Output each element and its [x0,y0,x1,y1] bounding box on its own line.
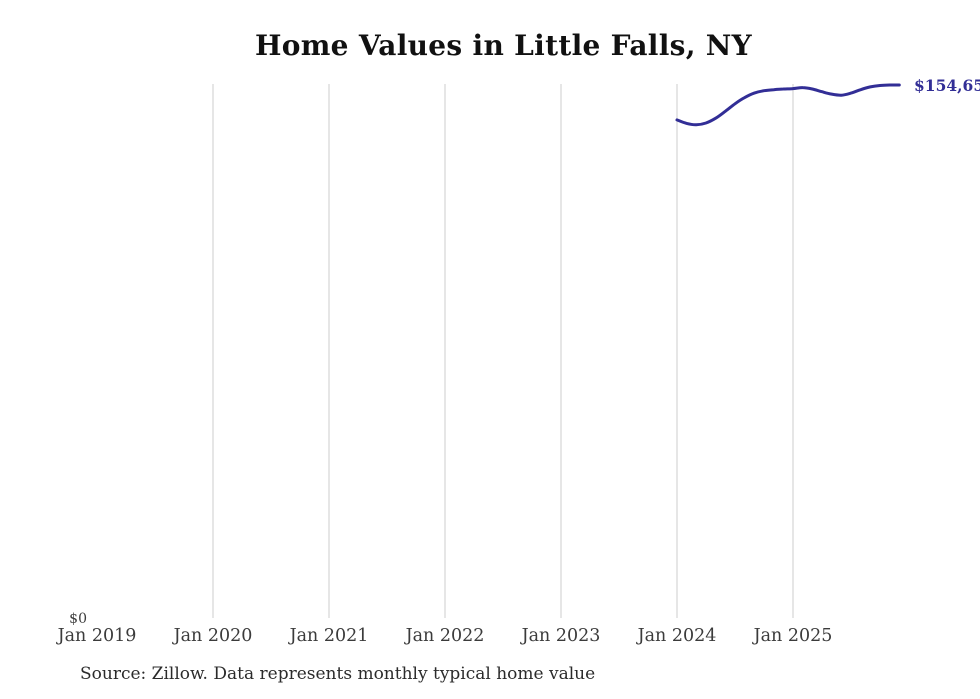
x-axis-tick-label: Jan 2023 [521,626,601,646]
home-value-line [675,83,901,127]
x-axis-tick-label: Jan 2022 [405,626,485,646]
x-axis-tick-label: Jan 2025 [753,626,833,646]
chart-title: Home Values in Little Falls, NY [255,29,752,62]
y-axis-zero-label: $0 [69,611,87,627]
x-axis-tick-label: Jan 2020 [173,626,253,646]
end-value-label: $154,653 [914,76,980,95]
x-axis-tick-label: Jan 2024 [637,626,717,646]
source-note: Source: Zillow. Data represents monthly … [80,664,596,684]
x-axis-tick-label: Jan 2019 [57,626,137,646]
x-axis-tick-label: Jan 2021 [289,626,369,646]
